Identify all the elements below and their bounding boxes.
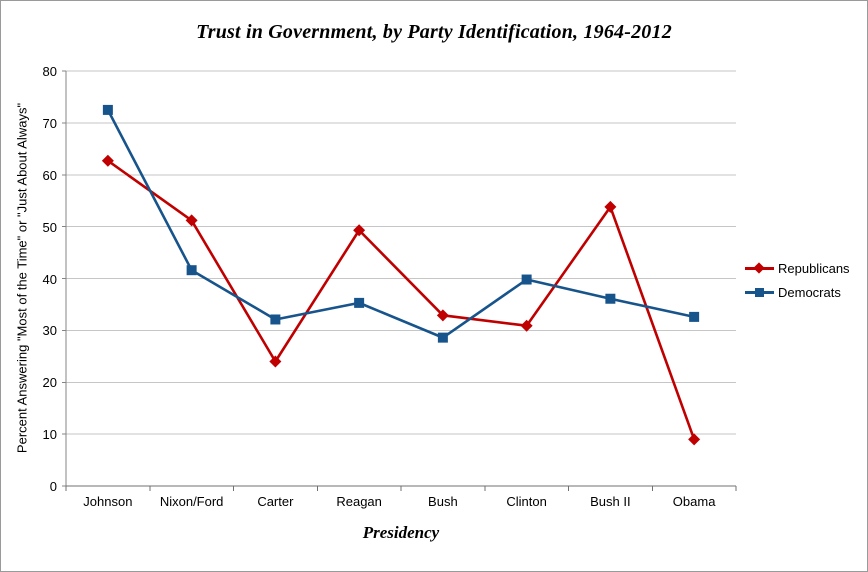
y-tick-label: 70 — [42, 115, 57, 131]
data-point-republicans — [185, 214, 198, 227]
data-point-democrats — [102, 104, 113, 115]
legend-label-democrats: Democrats — [778, 284, 841, 300]
x-category-label: Clinton — [506, 494, 547, 509]
x-category-label: Carter — [257, 494, 294, 509]
legend-item-republicans: Republicans — [745, 256, 850, 280]
data-point-republicans — [436, 309, 449, 322]
x-category-label: Reagan — [336, 494, 382, 509]
y-tick-label: 80 — [42, 64, 57, 79]
data-point-democrats — [605, 293, 616, 304]
democrats-square-icon — [755, 287, 764, 297]
x-category-label: Johnson — [83, 494, 133, 509]
y-tick-label: 60 — [42, 167, 57, 183]
x-category-label: Nixon/Ford — [159, 494, 224, 509]
y-tick-label: 10 — [42, 427, 57, 443]
x-category-label: Obama — [672, 494, 716, 509]
y-tick-label: 30 — [42, 323, 57, 339]
y-tick-label: 50 — [42, 219, 57, 235]
data-point-republicans — [101, 154, 114, 167]
legend-item-democrats: Democrats — [745, 280, 850, 304]
data-point-democrats — [437, 332, 448, 343]
data-point-republicans — [520, 319, 533, 332]
democrats-swatch — [745, 286, 774, 299]
series-line-democrats — [106, 109, 695, 339]
data-point-democrats — [270, 314, 281, 325]
data-point-democrats — [689, 311, 700, 322]
data-point-republicans — [688, 433, 701, 446]
data-point-republicans — [353, 224, 366, 237]
x-axis-title: Presidency — [362, 523, 440, 542]
y-tick-label: 20 — [42, 375, 57, 391]
y-tick-label: 40 — [42, 271, 57, 287]
data-point-democrats — [354, 297, 365, 308]
data-point-republicans — [269, 355, 282, 368]
legend: Republicans Democrats — [745, 256, 850, 304]
republicans-diamond-icon — [753, 262, 765, 274]
data-point-democrats — [186, 265, 197, 276]
y-tick-label: 0 — [49, 479, 57, 494]
republicans-swatch — [745, 262, 774, 275]
x-category-label: Bush II — [590, 494, 631, 509]
x-category-label: Bush — [428, 494, 458, 509]
legend-label-republicans: Republicans — [778, 260, 850, 276]
chart-title: Trust in Government, by Party Identifica… — [196, 21, 672, 43]
data-point-democrats — [521, 274, 532, 285]
series-line-republicans — [107, 159, 696, 440]
data-point-republicans — [604, 200, 617, 213]
